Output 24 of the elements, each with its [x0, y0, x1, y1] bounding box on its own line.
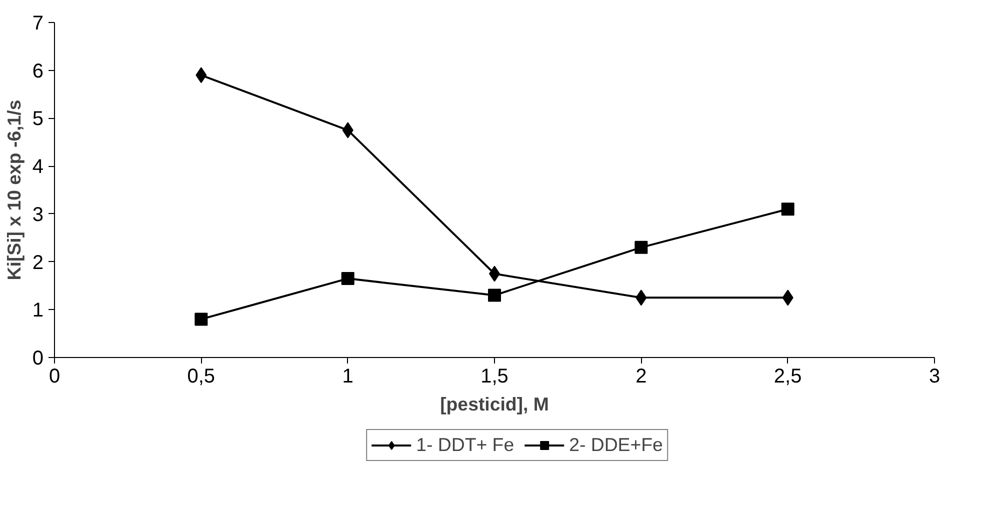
point — [781, 202, 794, 216]
x-tick-label: 1 — [342, 366, 354, 388]
point — [341, 272, 354, 286]
legend-label: 2- DDE+Fe — [569, 434, 663, 456]
x-tick-label: 2 — [636, 366, 647, 388]
x-tick-label: 2,5 — [774, 366, 802, 388]
x-tick-label: 0,5 — [187, 366, 216, 388]
y-tick-label: 4 — [32, 156, 44, 178]
y-tick-label: 3 — [32, 204, 44, 226]
x-tick-label: 1,5 — [480, 366, 508, 388]
y-tick-label: 7 — [32, 12, 44, 34]
x-tick-label: 0 — [48, 366, 60, 388]
x-tick-label: 3 — [928, 366, 940, 388]
y-tick-label: 5 — [32, 108, 44, 130]
x-axis-title: [pesticid], M — [440, 394, 549, 414]
point — [488, 288, 501, 302]
legend-label: 1- DDT+ Fe — [416, 434, 514, 456]
y-tick-label: 0 — [32, 348, 44, 370]
point — [194, 312, 208, 326]
y-tick-label: 6 — [32, 60, 44, 82]
y-tick-label: 1 — [32, 300, 44, 322]
point — [634, 240, 648, 254]
y-tick-label: 2 — [32, 252, 44, 274]
y-axis-title: Ki[Si] x 10 exp -6,1/s — [3, 100, 24, 280]
